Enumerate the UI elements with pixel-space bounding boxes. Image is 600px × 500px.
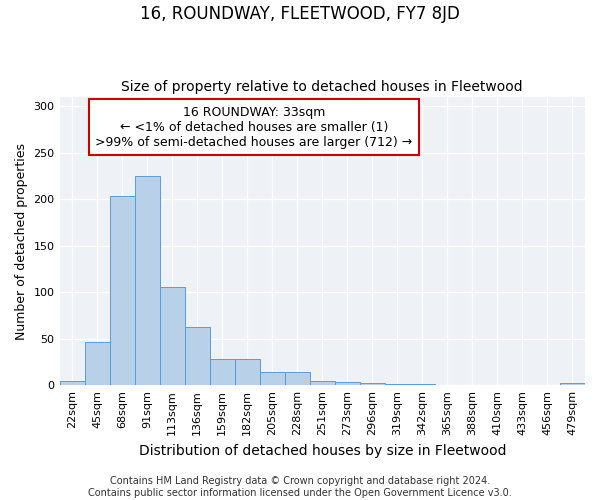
Bar	[209, 359, 235, 385]
Bar	[110, 196, 134, 385]
Bar	[410, 384, 435, 385]
Bar	[59, 380, 85, 385]
Bar	[385, 384, 410, 385]
Text: Contains HM Land Registry data © Crown copyright and database right 2024.
Contai: Contains HM Land Registry data © Crown c…	[88, 476, 512, 498]
Bar	[310, 380, 335, 385]
X-axis label: Distribution of detached houses by size in Fleetwood: Distribution of detached houses by size …	[139, 444, 506, 458]
Text: 16, ROUNDWAY, FLEETWOOD, FY7 8JD: 16, ROUNDWAY, FLEETWOOD, FY7 8JD	[140, 5, 460, 23]
Bar	[160, 286, 185, 385]
Bar	[235, 359, 260, 385]
Bar	[260, 372, 285, 385]
Y-axis label: Number of detached properties: Number of detached properties	[15, 142, 28, 340]
Bar	[85, 342, 110, 385]
Bar	[285, 372, 310, 385]
Bar	[134, 176, 160, 385]
Bar	[185, 326, 209, 385]
Bar	[360, 384, 385, 385]
Text: 16 ROUNDWAY: 33sqm
← <1% of detached houses are smaller (1)
>99% of semi-detache: 16 ROUNDWAY: 33sqm ← <1% of detached hou…	[95, 106, 413, 148]
Bar	[335, 382, 360, 385]
Bar	[560, 384, 585, 385]
Title: Size of property relative to detached houses in Fleetwood: Size of property relative to detached ho…	[121, 80, 523, 94]
